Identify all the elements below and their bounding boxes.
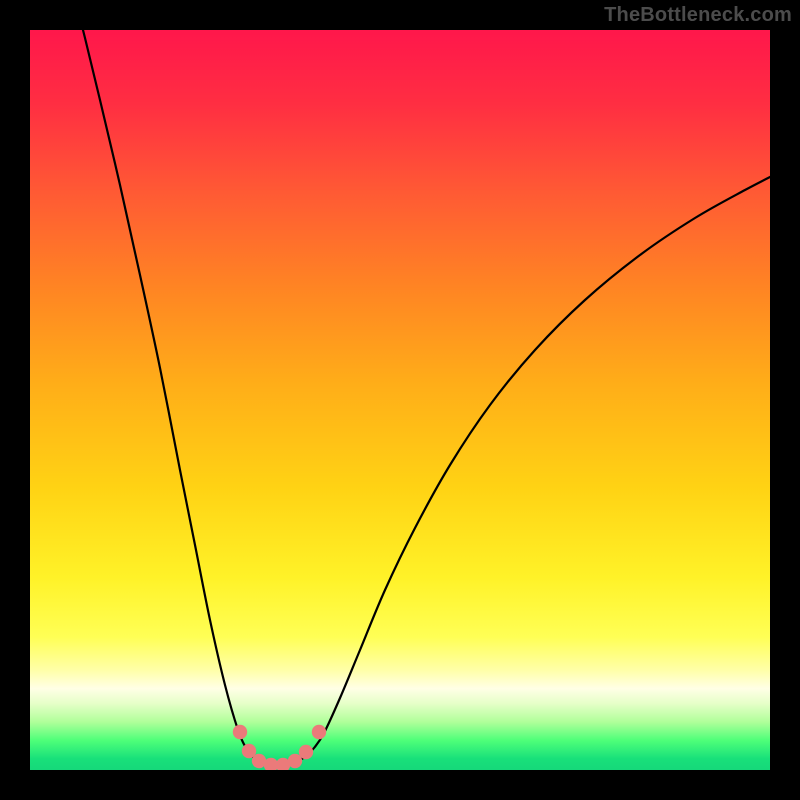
valley-marker (312, 725, 326, 739)
chart-container: TheBottleneck.com (0, 0, 800, 800)
valley-marker (299, 745, 313, 759)
valley-marker (233, 725, 247, 739)
curve-layer (30, 30, 770, 770)
valley-markers (233, 725, 326, 770)
watermark-text: TheBottleneck.com (604, 4, 792, 27)
plot-area (30, 30, 770, 770)
bottleneck-curve (78, 30, 770, 766)
